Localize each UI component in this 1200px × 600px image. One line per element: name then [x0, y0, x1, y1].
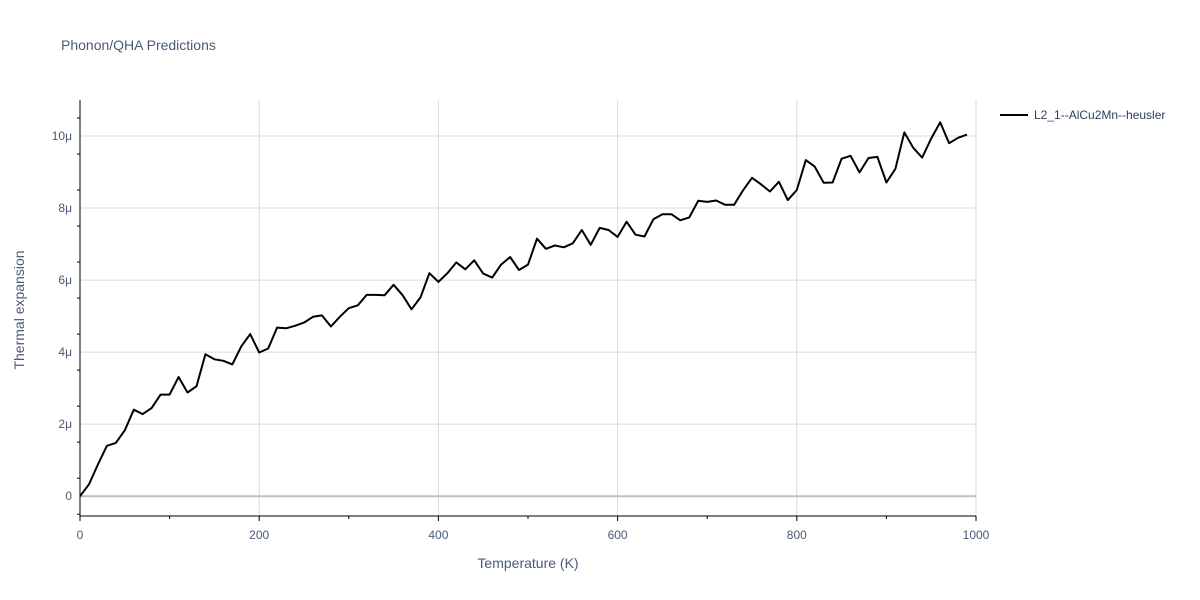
y-tick-label: 4μ: [58, 345, 72, 359]
y-tick-label: 10μ: [52, 129, 72, 143]
legend[interactable]: L2_1--AlCu2Mn--heusler: [1000, 108, 1165, 122]
x-tick-label: 0: [77, 528, 84, 542]
x-tick-label: 200: [249, 528, 269, 542]
y-tick-label: 6μ: [58, 273, 72, 287]
series-line[interactable]: [79, 121, 968, 497]
y-tick-label: 2μ: [58, 417, 72, 431]
x-tick-label: 600: [608, 528, 628, 542]
legend-item-label: L2_1--AlCu2Mn--heusler: [1034, 108, 1165, 122]
grid-lines: [80, 100, 977, 516]
chart-title: Phonon/QHA Predictions: [61, 37, 216, 53]
x-axis-ticks: 0 200 400 600 800 1000: [77, 516, 990, 542]
axes: [79, 100, 976, 517]
plot-area: [79, 121, 968, 497]
x-tick-label: 1000: [963, 528, 990, 542]
y-tick-label: 0: [65, 489, 72, 503]
x-tick-label: 800: [787, 528, 807, 542]
y-axis-title: Thermal expansion: [11, 250, 27, 369]
x-tick-label: 400: [428, 528, 448, 542]
y-tick-label: 8μ: [58, 201, 72, 215]
y-axis-ticks: 0 2μ 4μ 6μ 8μ 10μ: [52, 117, 80, 515]
x-axis-title: Temperature (K): [477, 555, 578, 571]
